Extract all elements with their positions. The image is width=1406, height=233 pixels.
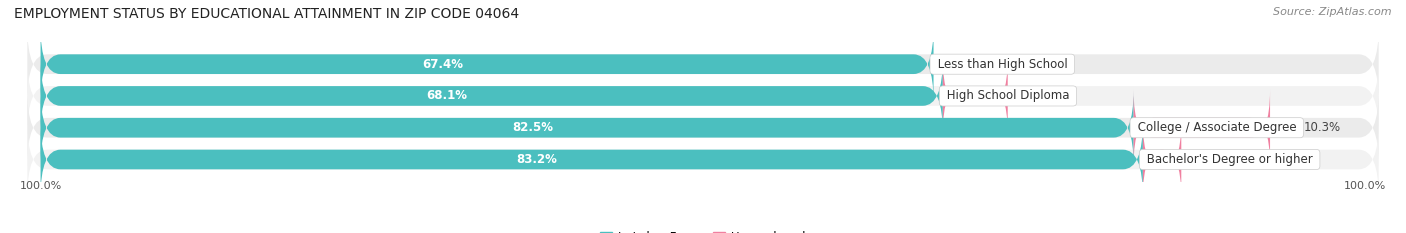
Text: 4.9%: 4.9% — [1040, 89, 1071, 103]
Text: Source: ZipAtlas.com: Source: ZipAtlas.com — [1274, 7, 1392, 17]
FancyBboxPatch shape — [27, 26, 1379, 102]
Text: 67.4%: 67.4% — [422, 58, 463, 71]
FancyBboxPatch shape — [1133, 90, 1270, 165]
Text: 82.5%: 82.5% — [512, 121, 553, 134]
Text: 2.9%: 2.9% — [1215, 153, 1244, 166]
Text: 0.0%: 0.0% — [967, 58, 997, 71]
FancyBboxPatch shape — [41, 58, 943, 134]
Text: Less than High School: Less than High School — [934, 58, 1071, 71]
FancyBboxPatch shape — [27, 90, 1379, 165]
FancyBboxPatch shape — [41, 90, 1133, 165]
FancyBboxPatch shape — [943, 58, 1008, 134]
Text: High School Diploma: High School Diploma — [943, 89, 1073, 103]
Text: Bachelor's Degree or higher: Bachelor's Degree or higher — [1143, 153, 1316, 166]
Text: 100.0%: 100.0% — [1344, 181, 1386, 191]
Text: 10.3%: 10.3% — [1303, 121, 1340, 134]
FancyBboxPatch shape — [27, 58, 1379, 134]
Text: EMPLOYMENT STATUS BY EDUCATIONAL ATTAINMENT IN ZIP CODE 04064: EMPLOYMENT STATUS BY EDUCATIONAL ATTAINM… — [14, 7, 519, 21]
Text: College / Associate Degree: College / Associate Degree — [1133, 121, 1301, 134]
FancyBboxPatch shape — [1143, 122, 1181, 197]
Legend: In Labor Force, Unemployed: In Labor Force, Unemployed — [596, 226, 810, 233]
FancyBboxPatch shape — [41, 26, 934, 102]
Text: 68.1%: 68.1% — [426, 89, 467, 103]
Text: 83.2%: 83.2% — [516, 153, 557, 166]
FancyBboxPatch shape — [27, 122, 1379, 197]
Text: 100.0%: 100.0% — [20, 181, 62, 191]
FancyBboxPatch shape — [41, 122, 1143, 197]
